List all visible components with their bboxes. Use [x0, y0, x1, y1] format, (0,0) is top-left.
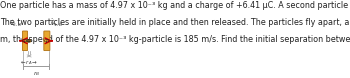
Text: $\vec{v}_{2,B}$: $\vec{v}_{2,B}$: [9, 19, 23, 28]
FancyBboxPatch shape: [44, 31, 50, 51]
Ellipse shape: [29, 39, 30, 42]
Text: $q_1$: $q_1$: [43, 37, 51, 45]
Text: The two particles are initially held in place and then released. The particles f: The two particles are initially held in …: [0, 18, 350, 27]
Text: One particle has a mass of 4.97 x 10⁻³ kg and a charge of +6.41 µC. A second par: One particle has a mass of 4.97 x 10⁻³ k…: [0, 1, 350, 10]
Text: $r_B$: $r_B$: [33, 69, 40, 78]
Text: $q_1$: $q_1$: [26, 37, 34, 45]
Text: m, the speed of the 4.97 x 10⁻³ kg-particle is 185 m/s. Find the initial separat: m, the speed of the 4.97 x 10⁻³ kg-parti…: [0, 35, 350, 44]
Text: $q_2$: $q_2$: [21, 37, 29, 45]
Text: $\vec{v}_{1,B}$: $\vec{v}_{1,B}$: [50, 19, 63, 28]
Text: $\leftarrow r_A \rightarrow$: $\leftarrow r_A \rightarrow$: [20, 58, 39, 67]
Ellipse shape: [28, 39, 29, 42]
Text: $q_2$: $q_2$: [25, 37, 32, 45]
FancyBboxPatch shape: [22, 31, 28, 51]
